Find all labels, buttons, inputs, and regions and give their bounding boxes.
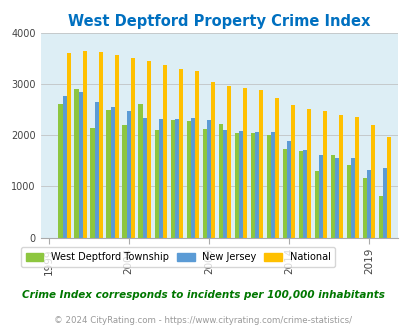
- Bar: [162, 65, 166, 238]
- Bar: [74, 89, 79, 238]
- Bar: [378, 196, 382, 238]
- Bar: [338, 115, 342, 238]
- Bar: [62, 96, 66, 238]
- Bar: [210, 82, 215, 238]
- Bar: [238, 131, 242, 238]
- Bar: [130, 57, 134, 238]
- Bar: [222, 130, 226, 238]
- Bar: [83, 51, 87, 238]
- Bar: [79, 92, 83, 238]
- Bar: [306, 109, 311, 238]
- Bar: [370, 125, 374, 238]
- Bar: [286, 141, 290, 238]
- Bar: [179, 69, 183, 238]
- Bar: [346, 165, 350, 238]
- Bar: [194, 71, 198, 238]
- Legend: West Deptford Township, New Jersey, National: West Deptford Township, New Jersey, Nati…: [21, 248, 335, 267]
- Bar: [218, 124, 222, 238]
- Text: Crime Index corresponds to incidents per 100,000 inhabitants: Crime Index corresponds to incidents per…: [21, 290, 384, 300]
- Bar: [274, 98, 279, 238]
- Bar: [138, 104, 142, 238]
- Bar: [158, 119, 162, 238]
- Bar: [66, 53, 71, 238]
- Title: West Deptford Property Crime Index: West Deptford Property Crime Index: [68, 14, 369, 29]
- Bar: [314, 171, 318, 238]
- Bar: [190, 118, 194, 238]
- Bar: [250, 133, 254, 238]
- Bar: [366, 170, 370, 238]
- Bar: [298, 150, 302, 238]
- Bar: [290, 105, 294, 238]
- Bar: [330, 155, 334, 238]
- Text: © 2024 CityRating.com - https://www.cityrating.com/crime-statistics/: © 2024 CityRating.com - https://www.city…: [54, 315, 351, 325]
- Bar: [98, 52, 103, 238]
- Bar: [106, 110, 110, 238]
- Bar: [322, 111, 326, 238]
- Bar: [226, 86, 230, 238]
- Bar: [174, 119, 179, 238]
- Bar: [90, 128, 94, 238]
- Bar: [334, 158, 338, 238]
- Bar: [115, 55, 119, 238]
- Bar: [170, 120, 174, 238]
- Bar: [254, 132, 258, 238]
- Bar: [242, 88, 247, 238]
- Bar: [266, 135, 270, 238]
- Bar: [126, 111, 130, 238]
- Bar: [147, 61, 151, 238]
- Bar: [302, 149, 306, 238]
- Bar: [206, 120, 210, 238]
- Bar: [270, 132, 274, 238]
- Bar: [282, 149, 286, 238]
- Bar: [362, 178, 366, 238]
- Bar: [354, 117, 358, 238]
- Bar: [318, 155, 322, 238]
- Bar: [350, 158, 354, 238]
- Bar: [122, 125, 126, 238]
- Bar: [386, 137, 390, 238]
- Bar: [154, 130, 158, 238]
- Bar: [142, 118, 147, 238]
- Bar: [202, 129, 206, 238]
- Bar: [110, 107, 115, 238]
- Bar: [382, 168, 386, 238]
- Bar: [94, 102, 98, 238]
- Bar: [186, 121, 190, 238]
- Bar: [258, 90, 262, 238]
- Bar: [58, 104, 62, 238]
- Bar: [234, 133, 238, 238]
